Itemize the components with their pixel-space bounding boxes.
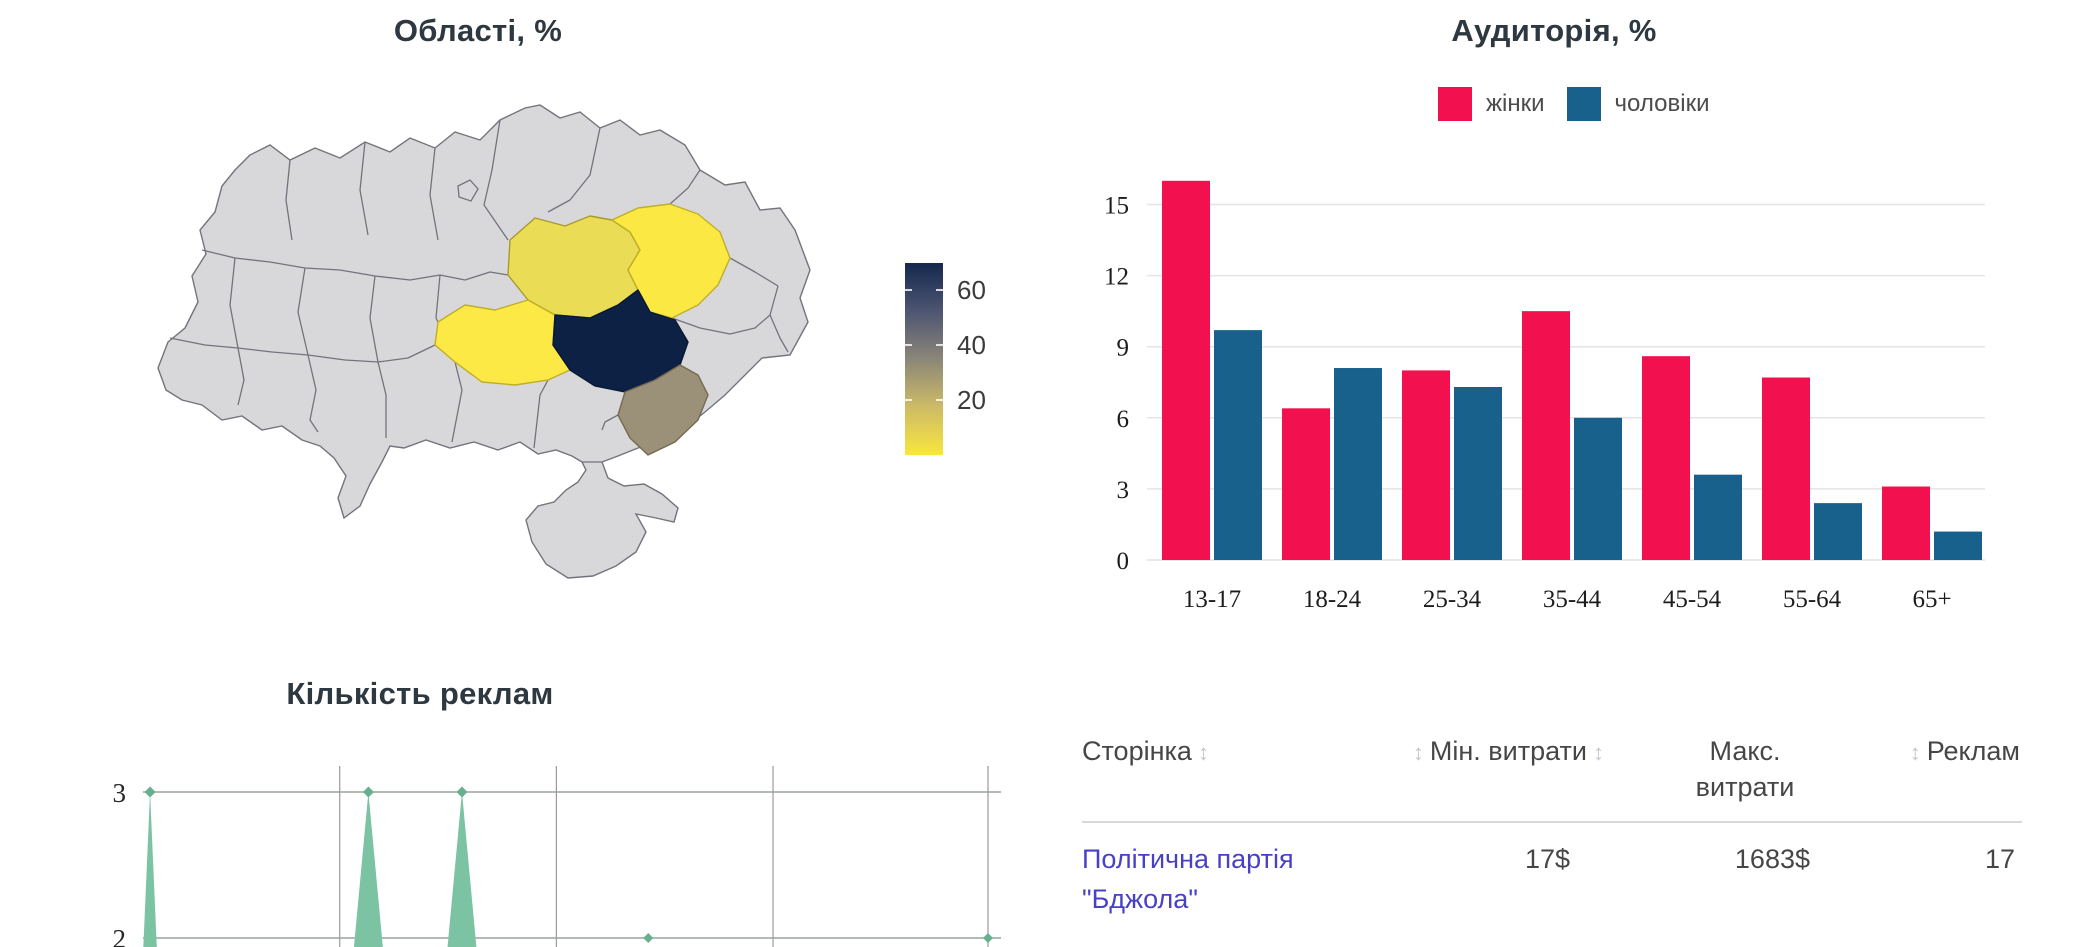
column-header-max-spend[interactable]: Макс. витрати bbox=[1610, 733, 1880, 805]
bar-жінки-25-34[interactable] bbox=[1402, 370, 1450, 560]
y-tick-label: 0 bbox=[1117, 548, 1130, 575]
column-header-page[interactable]: Сторінка ↕ bbox=[1082, 733, 1320, 771]
colorbar-tick-notch bbox=[936, 344, 943, 347]
colorbar-tick-label: 60 bbox=[957, 275, 986, 306]
column-header-ads-label: Реклам bbox=[1926, 736, 2020, 766]
colorbar-tick-label: 20 bbox=[957, 385, 986, 416]
bar-жінки-55-64[interactable] bbox=[1762, 377, 1810, 560]
x-category-label: 65+ bbox=[1912, 586, 1951, 613]
colorbar-tick-notch bbox=[905, 399, 912, 402]
map-colorbar bbox=[905, 263, 943, 455]
ads-count-panel-title: Кількість реклам bbox=[286, 676, 554, 711]
bar-чоловіки-13-17[interactable] bbox=[1214, 330, 1262, 560]
data-point-marker[interactable] bbox=[643, 933, 654, 943]
audience-panel-title: Аудиторія, % bbox=[1451, 13, 1657, 48]
ads-count-area-chart[interactable]: 32 bbox=[80, 738, 1040, 947]
y-tick-label: 3 bbox=[1117, 477, 1130, 504]
data-point-marker[interactable] bbox=[983, 933, 993, 943]
cell-min-spend: 17$ bbox=[1524, 844, 1570, 874]
table-row: Політична партія "Бджола" 17$ 1683$ 17 bbox=[1082, 823, 2022, 919]
cell-ads: 17 bbox=[1984, 844, 2015, 874]
bar-чоловіки-18-24[interactable] bbox=[1334, 368, 1382, 560]
ads-table: Сторінка ↕ ↕ Мін. витрати ↕ Макс. витрати ↕… bbox=[1082, 733, 2022, 919]
column-header-page-label: Сторінка bbox=[1082, 736, 1192, 766]
map-kyiv-city-region[interactable] bbox=[457, 179, 479, 202]
data-point-marker[interactable] bbox=[144, 786, 156, 798]
y-tick-label: 9 bbox=[1117, 335, 1130, 362]
legend-label-women[interactable]: жінки bbox=[1486, 90, 1545, 117]
column-header-ads[interactable]: ↕ Реклам bbox=[1880, 733, 2020, 771]
bar-чоловіки-65+[interactable] bbox=[1934, 531, 1982, 560]
column-header-min-spend[interactable]: ↕ Мін. витрати ↕ bbox=[1320, 733, 1610, 771]
ukraine-choropleth-map bbox=[157, 104, 811, 579]
y-tick-label: 15 bbox=[1104, 193, 1129, 220]
bar-жінки-13-17[interactable] bbox=[1162, 180, 1210, 561]
y-tick-label: 2 bbox=[113, 924, 127, 947]
map-panel-title: Області, % bbox=[393, 13, 563, 48]
x-category-label: 55-64 bbox=[1783, 586, 1842, 613]
bar-жінки-35-44[interactable] bbox=[1522, 311, 1570, 560]
audience-bar-chart[interactable]: 0 3 6 9 12 15 13-17 18-24 25-34 35-44 45-54 55-64 65… bbox=[1085, 155, 2035, 635]
x-category-label: 45-54 bbox=[1663, 586, 1722, 613]
x-category-label: 13-17 bbox=[1183, 586, 1241, 613]
colorbar-tick-notch bbox=[905, 289, 912, 292]
area-spike[interactable] bbox=[353, 792, 383, 947]
legend-label-men[interactable]: чоловіки bbox=[1614, 90, 1710, 117]
y-tick-label: 3 bbox=[113, 778, 127, 808]
sort-icon-ads[interactable]: ↕ bbox=[1909, 740, 1921, 765]
area-spike[interactable] bbox=[447, 792, 477, 947]
x-category-label: 25-34 bbox=[1423, 586, 1482, 613]
bar-chart-legend: жінки чоловіки bbox=[1438, 87, 1709, 121]
bar-жінки-18-24[interactable] bbox=[1282, 408, 1330, 560]
colorbar-tick-notch bbox=[936, 399, 943, 402]
bar-чоловіки-45-54[interactable] bbox=[1694, 474, 1742, 560]
map-region-2[interactable] bbox=[611, 203, 731, 319]
colorbar-tick-notch bbox=[905, 344, 912, 347]
page-link[interactable]: Політична партія "Бджола" bbox=[1082, 844, 1294, 914]
bar-чоловіки-55-64[interactable] bbox=[1814, 503, 1862, 560]
colorbar-tick-notch bbox=[936, 289, 943, 292]
column-header-min-spend-label: Мін. витрати bbox=[1429, 736, 1587, 766]
ads-table-header-row: Сторінка ↕ ↕ Мін. витрати ↕ Макс. витрати ↕… bbox=[1082, 733, 2022, 823]
x-category-label: 35-44 bbox=[1543, 586, 1602, 613]
legend-swatch-men[interactable] bbox=[1566, 87, 1601, 121]
cell-max-spend: 1683$ bbox=[1734, 844, 1810, 874]
column-header-max-spend-label: Макс. витрати bbox=[1695, 736, 1795, 802]
bar-чоловіки-25-34[interactable] bbox=[1454, 386, 1502, 560]
y-tick-label: 6 bbox=[1117, 406, 1130, 433]
map-internal-borders bbox=[169, 119, 789, 463]
sort-icon-min-spend[interactable]: ↕ bbox=[1412, 740, 1424, 765]
data-point-marker[interactable] bbox=[456, 786, 468, 798]
legend-swatch-women[interactable] bbox=[1438, 87, 1472, 121]
bar-жінки-45-54[interactable] bbox=[1642, 356, 1690, 560]
area-spike[interactable] bbox=[143, 792, 157, 947]
bar-чоловіки-35-44[interactable] bbox=[1574, 417, 1622, 560]
data-point-marker[interactable] bbox=[362, 786, 374, 798]
cell-page: Політична партія "Бджола" bbox=[1082, 839, 1320, 919]
sort-icon-page[interactable]: ↕ bbox=[1197, 740, 1209, 765]
colorbar-tick-label: 40 bbox=[957, 330, 986, 361]
x-category-label: 18-24 bbox=[1303, 586, 1362, 613]
map-region-5[interactable] bbox=[617, 364, 709, 456]
bar-жінки-65+[interactable] bbox=[1882, 486, 1930, 560]
sort-icon-max-spend[interactable]: ↕ bbox=[1593, 740, 1604, 765]
y-tick-label: 12 bbox=[1104, 264, 1129, 291]
map-region-4[interactable] bbox=[552, 289, 689, 393]
